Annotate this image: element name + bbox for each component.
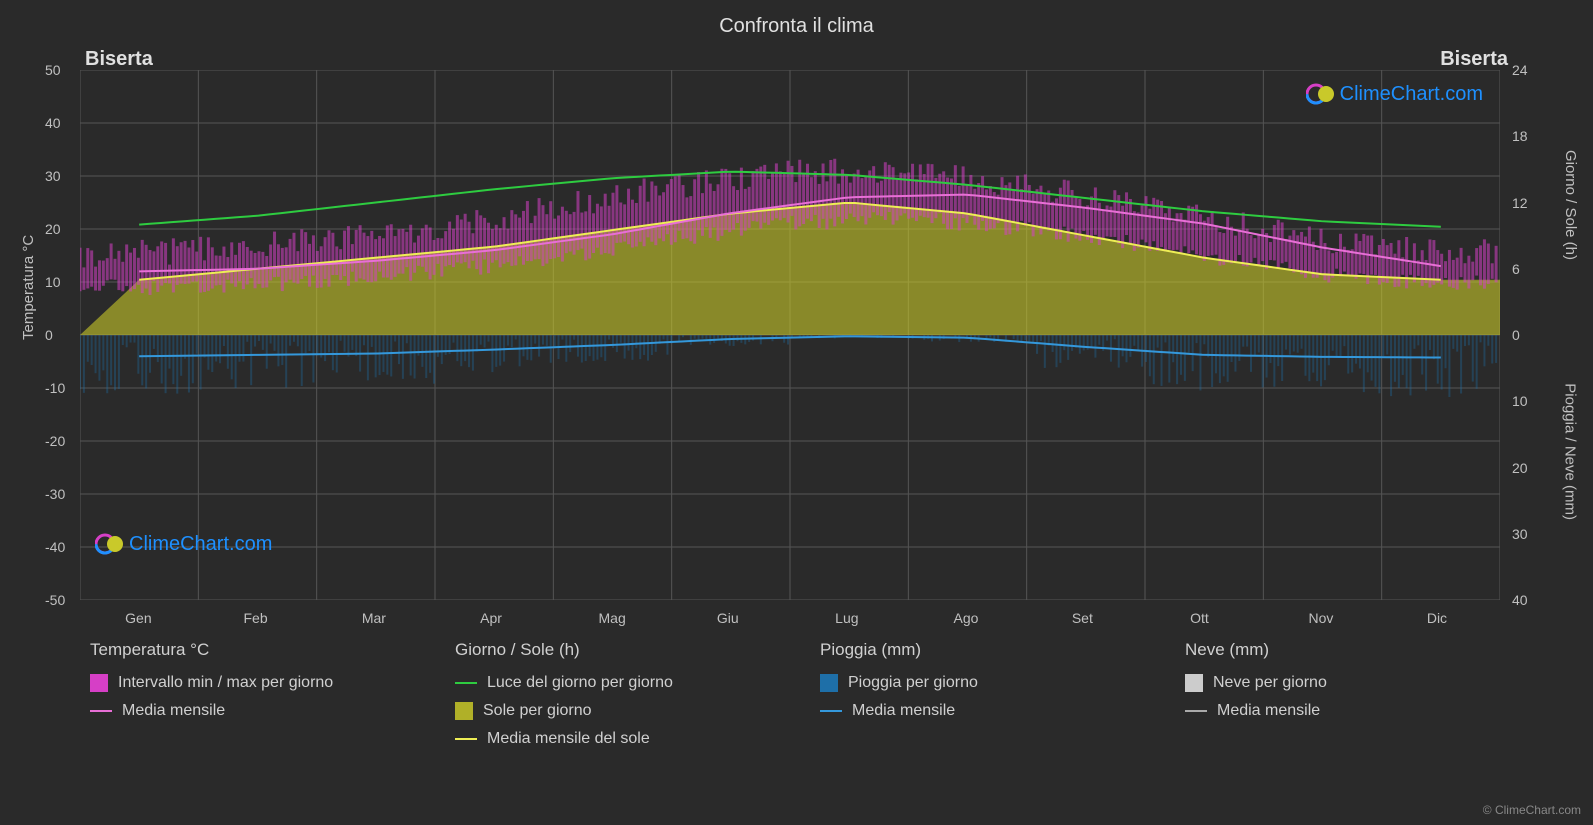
legend-item: Neve per giorno xyxy=(1185,674,1510,692)
legend-group-title: Temperatura °C xyxy=(90,640,415,660)
legend-group: Giorno / Sole (h) Luce del giorno per gio… xyxy=(455,640,780,758)
watermark-text: ClimeChart.com xyxy=(1340,83,1483,106)
axis-tick: Ott xyxy=(1190,610,1209,626)
legend-item: Media mensile del sole xyxy=(455,730,780,748)
axis-tick: -50 xyxy=(45,592,65,608)
city-label-left: Biserta xyxy=(85,48,153,71)
watermark-text: ClimeChart.com xyxy=(129,533,272,556)
y-right-top-axis-label: Giorno / Sole (h) xyxy=(1562,150,1579,260)
city-label-right: Biserta xyxy=(1440,48,1508,71)
legend-swatch xyxy=(1185,674,1203,692)
copyright-text: © ClimeChart.com xyxy=(1483,803,1581,817)
watermark-logo-icon xyxy=(95,530,123,558)
axis-tick: -40 xyxy=(45,539,65,555)
axis-tick: Gen xyxy=(125,610,151,626)
axis-tick: 30 xyxy=(1512,526,1528,542)
legend-item-label: Pioggia per giorno xyxy=(848,674,978,692)
legend-item: Pioggia per giorno xyxy=(820,674,1145,692)
axis-tick: 10 xyxy=(1512,393,1528,409)
legend-item-label: Media mensile xyxy=(122,702,225,720)
legend-swatch xyxy=(820,710,842,712)
legend-swatch xyxy=(820,674,838,692)
legend: Temperatura °C Intervallo min / max per g… xyxy=(90,640,1510,758)
watermark-logo-icon xyxy=(1306,80,1334,108)
axis-tick: 40 xyxy=(1512,592,1528,608)
legend-group: Neve (mm) Neve per giorno Media mensile xyxy=(1185,640,1510,758)
axis-tick: 30 xyxy=(45,168,61,184)
legend-item-label: Media mensile del sole xyxy=(487,730,650,748)
legend-swatch xyxy=(1185,710,1207,712)
axis-tick: -20 xyxy=(45,433,65,449)
legend-item-label: Sole per giorno xyxy=(483,702,592,720)
legend-item-label: Luce del giorno per giorno xyxy=(487,674,673,692)
axis-tick: 10 xyxy=(45,274,61,290)
axis-tick: Dic xyxy=(1427,610,1447,626)
axis-tick: 0 xyxy=(1512,327,1520,343)
watermark-top: ClimeChart.com xyxy=(1306,80,1483,108)
axis-tick: Apr xyxy=(480,610,502,626)
legend-group-title: Neve (mm) xyxy=(1185,640,1510,660)
axis-tick: Ago xyxy=(954,610,979,626)
legend-swatch xyxy=(455,702,473,720)
legend-item: Sole per giorno xyxy=(455,702,780,720)
axis-tick: 20 xyxy=(1512,460,1528,476)
legend-group: Pioggia (mm) Pioggia per giorno Media mens… xyxy=(820,640,1145,758)
axis-tick: Lug xyxy=(835,610,858,626)
watermark-bottom: ClimeChart.com xyxy=(95,530,272,558)
legend-item-label: Intervallo min / max per giorno xyxy=(118,674,333,692)
legend-item: Intervallo min / max per giorno xyxy=(90,674,415,692)
legend-item-label: Neve per giorno xyxy=(1213,674,1327,692)
legend-item: Luce del giorno per giorno xyxy=(455,674,780,692)
legend-item: Media mensile xyxy=(90,702,415,720)
axis-tick: Mag xyxy=(599,610,626,626)
axis-tick: 18 xyxy=(1512,128,1528,144)
axis-tick: -30 xyxy=(45,486,65,502)
chart-plot-area xyxy=(80,70,1500,600)
chart-svg xyxy=(80,70,1500,600)
chart-title: Confronta il clima xyxy=(0,15,1593,38)
axis-tick: 12 xyxy=(1512,195,1528,211)
axis-tick: 50 xyxy=(45,62,61,78)
axis-tick: 0 xyxy=(45,327,53,343)
legend-item-label: Media mensile xyxy=(852,702,955,720)
legend-swatch xyxy=(455,738,477,740)
legend-group-title: Giorno / Sole (h) xyxy=(455,640,780,660)
legend-swatch xyxy=(90,674,108,692)
legend-swatch xyxy=(90,710,112,712)
legend-group-title: Pioggia (mm) xyxy=(820,640,1145,660)
y-right-bot-axis-label: Pioggia / Neve (mm) xyxy=(1562,383,1579,520)
axis-tick: 20 xyxy=(45,221,61,237)
axis-tick: Mar xyxy=(362,610,386,626)
y-left-axis-label: Temperatura °C xyxy=(20,235,37,340)
axis-tick: 40 xyxy=(45,115,61,131)
legend-item: Media mensile xyxy=(820,702,1145,720)
legend-item: Media mensile xyxy=(1185,702,1510,720)
legend-item-label: Media mensile xyxy=(1217,702,1320,720)
legend-group: Temperatura °C Intervallo min / max per g… xyxy=(90,640,415,758)
axis-tick: Nov xyxy=(1309,610,1334,626)
axis-tick: Feb xyxy=(244,610,268,626)
axis-tick: -10 xyxy=(45,380,65,396)
axis-tick: Set xyxy=(1072,610,1093,626)
axis-tick: 6 xyxy=(1512,261,1520,277)
legend-swatch xyxy=(455,682,477,684)
axis-tick: Giu xyxy=(717,610,739,626)
axis-tick: 24 xyxy=(1512,62,1528,78)
